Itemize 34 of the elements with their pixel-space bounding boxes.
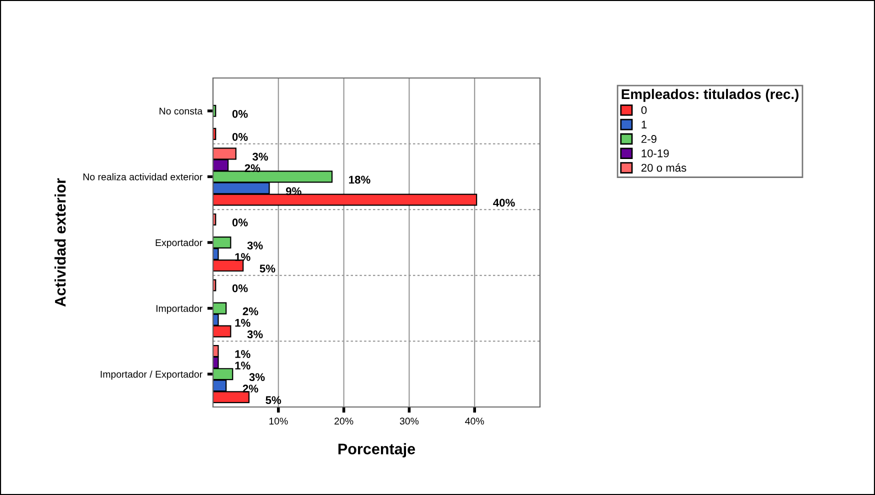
legend-label: 10-19: [642, 149, 669, 158]
data-label: 40%: [493, 198, 515, 207]
data-label: 2%: [242, 307, 258, 316]
data-label: 18%: [349, 176, 370, 184]
y-tick-label: No consta: [160, 108, 203, 115]
data-label: 3%: [249, 373, 265, 382]
data-label: 1%: [235, 318, 250, 327]
data-label: 2%: [242, 384, 258, 393]
y-tick-label: Exportador: [156, 238, 202, 248]
x-axis-title: Porcentaje: [338, 443, 416, 458]
legend-label: 0: [641, 106, 647, 114]
data-label: 1%: [235, 362, 250, 370]
data-label: 3%: [247, 242, 263, 250]
y-tick-label: Importador / Exportador: [100, 370, 202, 380]
y-axis-title: Actividad exterior: [54, 178, 66, 307]
legend-label: 2-9: [641, 135, 656, 143]
data-label: 3%: [247, 330, 263, 338]
legend-title: Empleados: titulados (rec.): [622, 88, 798, 102]
data-label: 1%: [235, 350, 250, 358]
data-label: 0%: [232, 284, 248, 292]
x-tick-label: 30%: [400, 418, 419, 425]
x-tick-label: 40%: [465, 418, 484, 425]
legend-label: 1: [642, 120, 647, 128]
data-label: 5%: [260, 264, 276, 272]
x-tick-label: 10%: [269, 418, 288, 425]
data-label: 3%: [252, 152, 268, 161]
y-tick-label: No realiza actividad exterior: [83, 173, 202, 180]
y-tick-label: Importador: [156, 304, 202, 314]
data-label: 0%: [232, 110, 248, 118]
data-label: 5%: [266, 396, 282, 404]
data-label: 0%: [232, 132, 248, 141]
data-label: 0%: [232, 218, 248, 226]
x-tick-label: 20%: [334, 418, 354, 425]
legend-label: 20 o más: [641, 163, 686, 172]
